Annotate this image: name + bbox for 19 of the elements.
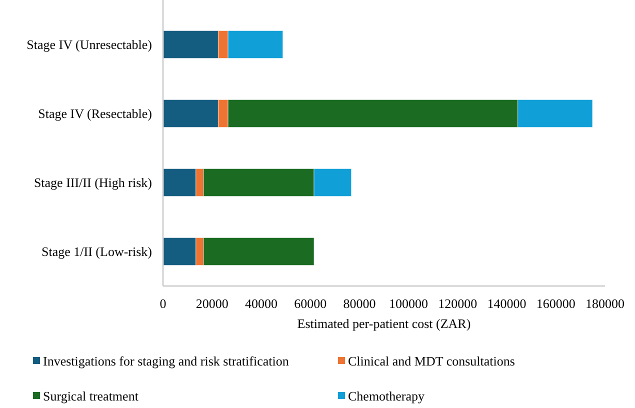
y-tick-label: Stage IV (Unresectable)	[26, 37, 152, 52]
x-tick-label: 100000	[389, 296, 428, 311]
x-tick-label: 180000	[586, 296, 624, 311]
x-axis-title: Estimated per-patient cost (ZAR)	[297, 316, 471, 331]
x-tick-label: 120000	[438, 296, 478, 311]
x-tick-label: 140000	[487, 296, 526, 311]
legend-label: Clinical and MDT consultations	[348, 354, 515, 369]
y-tick-label: Stage 1/II (Low-risk)	[42, 244, 152, 260]
legend-label: Surgical treatment	[43, 388, 139, 404]
x-tick-label: 40000	[244, 296, 278, 311]
x-tick-label: 60000	[294, 296, 327, 311]
x-tick-label: 80000	[343, 296, 376, 311]
y-tick-label: Stage IV (Resectable)	[38, 106, 152, 122]
legend-label: Chemotherapy	[348, 388, 426, 404]
x-tick-label: 0	[160, 296, 166, 311]
y-tick-label: Stage III/II (High risk)	[34, 175, 152, 190]
x-tick-label: 160000	[536, 296, 576, 311]
x-tick-label: 20000	[196, 296, 228, 311]
legend-label: Investigations for staging and risk stratification	[43, 354, 290, 369]
